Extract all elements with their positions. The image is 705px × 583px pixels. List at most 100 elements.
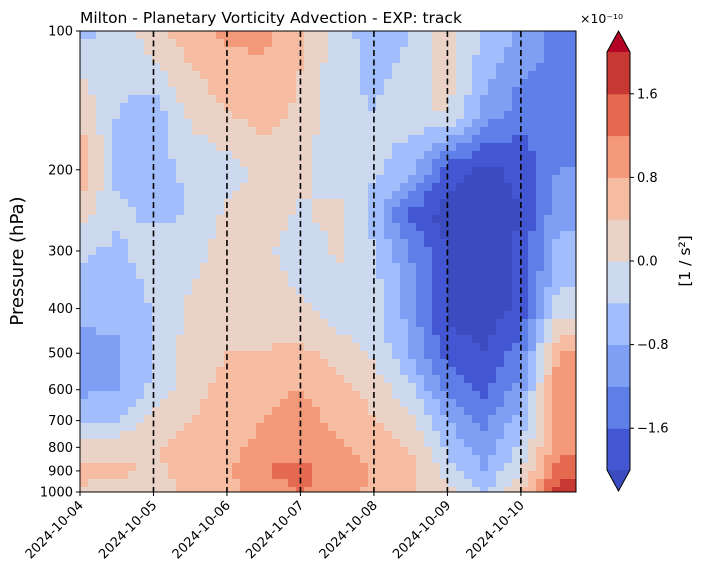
contour-cell	[464, 71, 473, 80]
contour-cell	[368, 391, 377, 400]
contour-cell	[224, 399, 233, 408]
contour-cell	[312, 455, 321, 464]
contour-cell	[432, 79, 441, 88]
contour-cell	[136, 431, 145, 440]
contour-cell	[560, 311, 569, 320]
contour-cell	[504, 351, 513, 360]
contour-cell	[112, 103, 121, 112]
contour-cell	[536, 487, 545, 492]
event-lines	[152, 31, 522, 492]
contour-cell	[320, 295, 329, 304]
contour-cell	[384, 191, 393, 200]
contour-cell	[352, 407, 361, 416]
contour-cell	[160, 119, 169, 128]
contour-cell	[160, 431, 169, 440]
contour-cell	[192, 351, 201, 360]
contour-cell	[152, 423, 161, 432]
contour-cell	[96, 255, 105, 264]
contour-cell	[184, 439, 193, 448]
contour-cell	[400, 271, 409, 280]
contour-cell	[184, 271, 193, 280]
contour-cell	[248, 47, 257, 56]
contour-cell	[400, 255, 409, 264]
contour-cell	[464, 135, 473, 144]
contour-cell	[424, 423, 433, 432]
contour-cell	[248, 87, 257, 96]
contour-cell	[520, 367, 529, 376]
contour-cell	[408, 175, 417, 184]
colorbar-tick-label: 0.0	[637, 255, 658, 270]
contour-cell	[432, 343, 441, 352]
contour-cell	[280, 455, 289, 464]
contour-cell	[176, 111, 185, 120]
contour-cell	[392, 375, 401, 384]
contour-cell	[104, 79, 113, 88]
contour-cell	[112, 343, 121, 352]
contour-cell	[80, 175, 89, 184]
contour-cell	[232, 79, 241, 88]
contour-cell	[272, 351, 281, 360]
contour-cell	[432, 391, 441, 400]
contour-cell	[216, 271, 225, 280]
contour-cell	[312, 103, 321, 112]
contour-cell	[448, 63, 457, 72]
contour-cell	[344, 223, 353, 232]
contour-cell	[160, 423, 169, 432]
contour-cell	[80, 127, 89, 136]
contour-cell	[248, 279, 257, 288]
contour-cell	[96, 191, 105, 200]
contour-cell	[472, 471, 481, 480]
contour-cell	[416, 447, 425, 456]
contour-cell	[208, 399, 217, 408]
contour-cell	[88, 399, 97, 408]
contour-cell	[536, 119, 545, 128]
contour-cell	[248, 183, 257, 192]
contour-cell	[520, 175, 529, 184]
contour-cell	[168, 79, 177, 88]
contour-cell	[544, 463, 553, 472]
contour-cell	[120, 359, 129, 368]
contour-cell	[208, 191, 217, 200]
contour-cell	[528, 439, 537, 448]
contour-cell	[88, 143, 97, 152]
contour-cell	[192, 127, 201, 136]
contour-cell	[192, 303, 201, 312]
contour-cell	[200, 223, 209, 232]
contour-cell	[296, 375, 305, 384]
contour-cell	[232, 207, 241, 216]
contour-cell	[528, 167, 537, 176]
contour-cell	[472, 119, 481, 128]
contour-cell	[248, 191, 257, 200]
contour-cell	[360, 239, 369, 248]
contour-cell	[496, 463, 505, 472]
contour-cell	[552, 127, 561, 136]
contour-cell	[312, 183, 321, 192]
contour-cell	[144, 207, 153, 216]
contour-cell	[272, 479, 281, 488]
contour-cell	[352, 399, 361, 408]
contour-cell	[304, 271, 313, 280]
contour-cell	[536, 247, 545, 256]
contour-cell	[192, 95, 201, 104]
contour-cell	[120, 447, 129, 456]
contour-cell	[568, 159, 576, 168]
contour-cell	[520, 327, 529, 336]
contour-cell	[552, 471, 561, 480]
contour-cell	[80, 39, 89, 48]
contour-cell	[384, 311, 393, 320]
contour-cell	[400, 151, 409, 160]
contour-cell	[568, 95, 576, 104]
contour-cell	[400, 55, 409, 64]
contour-cell	[480, 423, 489, 432]
contour-cell	[552, 263, 561, 272]
contour-cell	[152, 191, 161, 200]
contour-cell	[504, 335, 513, 344]
contour-cell	[368, 327, 377, 336]
contour-cell	[448, 175, 457, 184]
contour-cell	[392, 471, 401, 480]
contour-cell	[152, 287, 161, 296]
contour-cell	[400, 391, 409, 400]
colorbar-band	[607, 52, 630, 95]
contour-cell	[408, 327, 417, 336]
contour-cell	[488, 255, 497, 264]
